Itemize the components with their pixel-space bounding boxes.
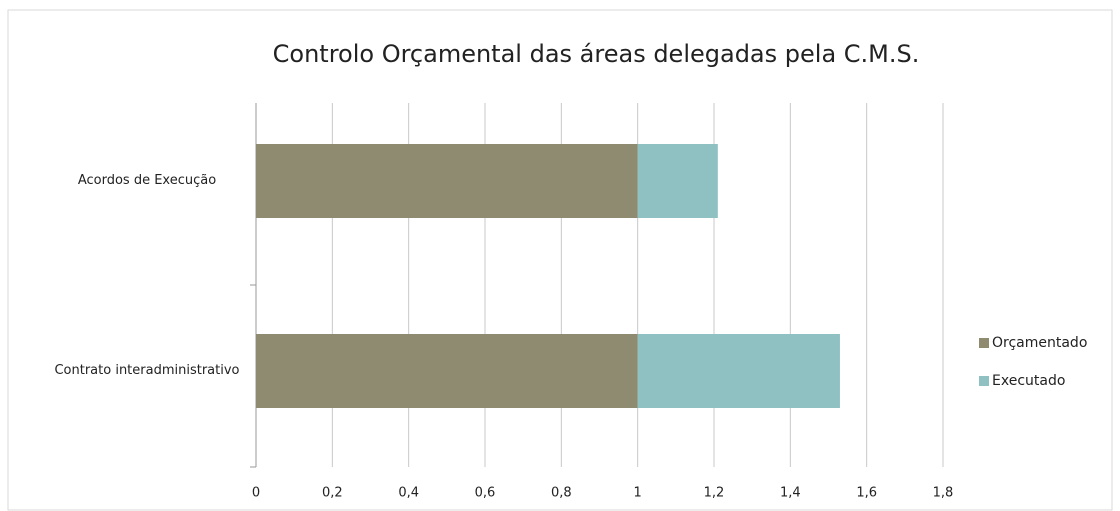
bar-segment — [256, 334, 638, 408]
legend-swatch — [979, 338, 989, 348]
bar-segment — [637, 334, 840, 408]
x-tick-label: 1,8 — [933, 486, 954, 501]
bar-segment — [637, 144, 718, 218]
x-tick-label: 0,2 — [322, 486, 343, 501]
x-tick-label: 0 — [252, 486, 260, 501]
bar-segment — [256, 144, 638, 218]
legend-swatch — [979, 376, 989, 386]
y-tick-label: Acordos de Execução — [77, 173, 217, 188]
x-tick-label: 1,6 — [856, 486, 877, 501]
legend-label: Executado — [992, 373, 1065, 389]
x-tick-label: 0,6 — [475, 486, 496, 501]
legend-label: Orçamentado — [992, 335, 1087, 351]
y-tick-label: Contrato interadministrativo — [54, 363, 240, 378]
chart-title: Controlo Orçamental das áreas delegadas … — [273, 40, 920, 68]
chart-frame — [7, 9, 1113, 511]
x-tick-label: 0,4 — [398, 486, 419, 501]
x-tick-label: 0,8 — [551, 486, 572, 501]
x-tick-label: 1,2 — [704, 486, 725, 501]
x-tick-label: 1 — [634, 486, 642, 501]
x-tick-label: 1,4 — [780, 486, 801, 501]
